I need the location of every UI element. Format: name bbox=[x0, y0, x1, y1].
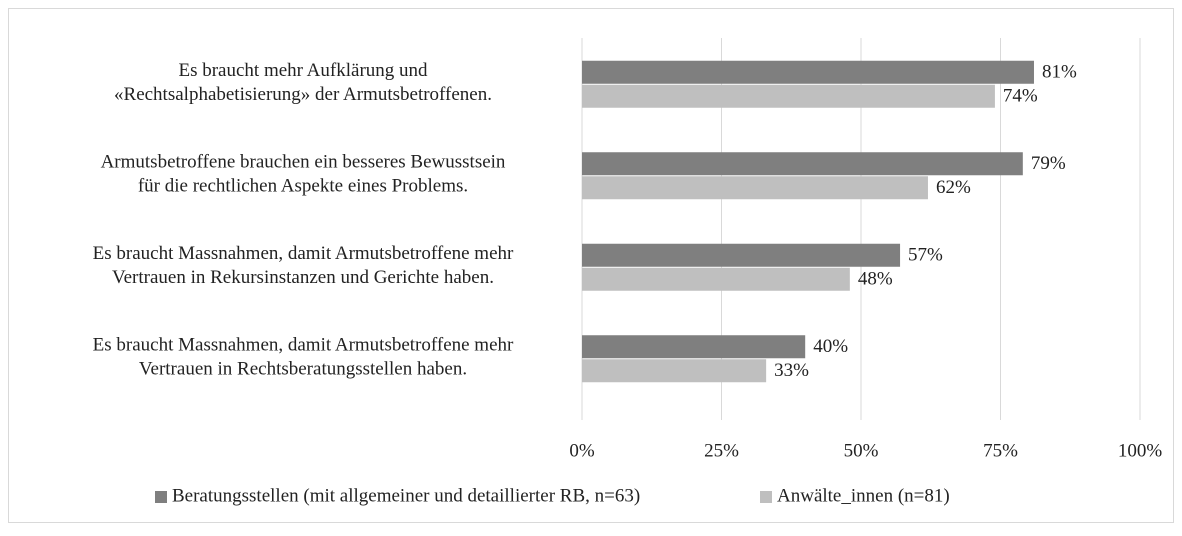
legend-swatch bbox=[155, 491, 167, 503]
category-label: Es braucht Massnahmen, damit Armutsbetro… bbox=[93, 243, 514, 264]
category-label: Vertrauen in Rekursinstanzen und Gericht… bbox=[112, 267, 494, 288]
x-tick-label: 100% bbox=[1118, 440, 1163, 461]
value-label: 79% bbox=[1031, 153, 1066, 174]
category-label: Vertrauen in Rechtsberatungsstellen habe… bbox=[139, 359, 467, 380]
x-tick-label: 75% bbox=[983, 440, 1018, 461]
legend-label: Beratungsstellen (mit allgemeiner und de… bbox=[172, 485, 640, 506]
bar bbox=[582, 176, 928, 200]
category-label: Armutsbetroffene brauchen ein besseres B… bbox=[101, 152, 506, 173]
bar bbox=[582, 60, 1034, 84]
value-label: 57% bbox=[908, 245, 943, 266]
bar bbox=[582, 359, 767, 383]
category-label: Es braucht mehr Aufklärung und bbox=[178, 60, 428, 81]
bar bbox=[582, 267, 850, 291]
category-label: Es braucht Massnahmen, damit Armutsbetro… bbox=[93, 335, 514, 356]
category-label: «Rechtsalphabetisierung» der Armutsbetro… bbox=[114, 84, 492, 105]
value-label: 40% bbox=[813, 336, 848, 357]
legend-swatch bbox=[760, 491, 772, 503]
value-label: 81% bbox=[1042, 62, 1077, 83]
bar bbox=[582, 335, 806, 359]
value-label: 74% bbox=[1003, 86, 1038, 107]
bar bbox=[582, 84, 995, 108]
bar bbox=[582, 152, 1023, 176]
legend-label: Anwälte_innen (n=81) bbox=[777, 485, 950, 506]
chart-frame bbox=[8, 8, 1174, 523]
category-label: für die rechtlichen Aspekte eines Proble… bbox=[138, 176, 468, 197]
value-label: 62% bbox=[936, 177, 971, 198]
value-label: 48% bbox=[858, 269, 893, 290]
value-label: 33% bbox=[774, 360, 809, 381]
x-tick-label: 25% bbox=[704, 440, 739, 461]
x-tick-label: 50% bbox=[844, 440, 879, 461]
x-tick-label: 0% bbox=[569, 440, 595, 461]
bar bbox=[582, 243, 901, 267]
